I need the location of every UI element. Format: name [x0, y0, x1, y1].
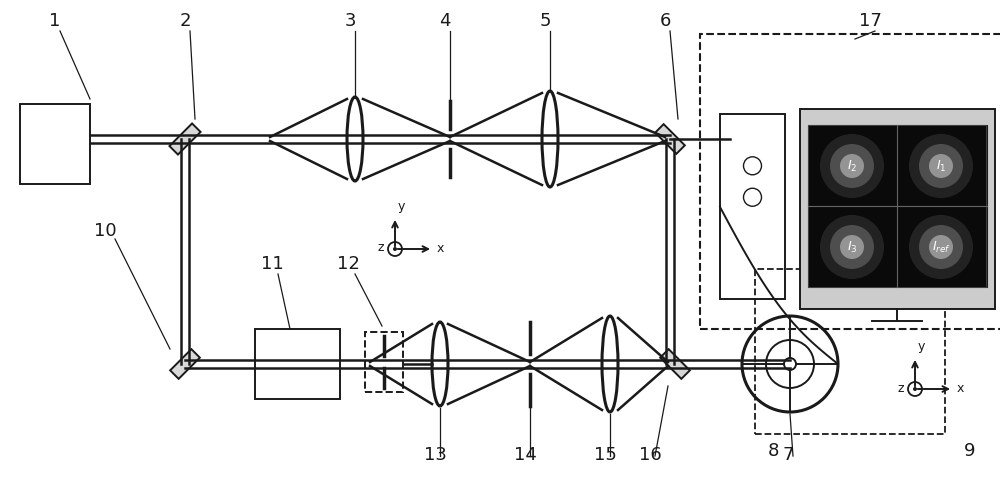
- Circle shape: [909, 134, 973, 198]
- Text: z: z: [378, 242, 384, 254]
- Circle shape: [830, 225, 874, 269]
- Text: 5: 5: [539, 12, 551, 30]
- Circle shape: [919, 144, 963, 188]
- Text: z: z: [898, 381, 904, 395]
- Text: 16: 16: [639, 446, 661, 464]
- Text: y: y: [398, 200, 405, 213]
- Text: x: x: [437, 243, 444, 255]
- Bar: [808, 206, 897, 287]
- Circle shape: [393, 247, 397, 251]
- Text: x: x: [957, 382, 964, 396]
- Text: 17: 17: [859, 12, 881, 30]
- Bar: [700, 34, 1000, 329]
- Bar: [800, 109, 995, 309]
- Text: $I_{ref}$: $I_{ref}$: [932, 240, 950, 254]
- Circle shape: [913, 387, 917, 391]
- Bar: [365, 332, 403, 392]
- Text: $I_2$: $I_2$: [847, 159, 857, 173]
- Bar: [808, 125, 897, 206]
- Text: 13: 13: [424, 446, 446, 464]
- Text: y: y: [918, 340, 925, 353]
- Bar: [255, 329, 340, 399]
- Circle shape: [840, 235, 864, 259]
- Circle shape: [830, 144, 874, 188]
- Text: 7: 7: [782, 446, 794, 464]
- Polygon shape: [660, 349, 690, 379]
- Bar: [897, 125, 986, 206]
- Text: $I_1$: $I_1$: [936, 159, 946, 173]
- Text: 10: 10: [94, 222, 116, 240]
- Circle shape: [919, 225, 963, 269]
- Circle shape: [820, 215, 884, 279]
- Circle shape: [909, 215, 973, 279]
- Text: 6: 6: [659, 12, 671, 30]
- Text: 9: 9: [964, 442, 976, 460]
- Bar: [897, 206, 986, 287]
- Polygon shape: [655, 124, 685, 154]
- Text: 14: 14: [514, 446, 536, 464]
- Circle shape: [840, 154, 864, 178]
- Text: 1: 1: [49, 12, 61, 30]
- Bar: [20, 104, 90, 184]
- Bar: [808, 125, 987, 287]
- Text: 11: 11: [261, 255, 283, 273]
- Bar: [720, 114, 785, 299]
- Text: 12: 12: [337, 255, 359, 273]
- Polygon shape: [170, 349, 200, 379]
- Bar: [755, 269, 945, 434]
- Circle shape: [820, 134, 884, 198]
- Text: 8: 8: [767, 442, 779, 460]
- Text: $I_3$: $I_3$: [847, 240, 857, 254]
- Text: 3: 3: [344, 12, 356, 30]
- Polygon shape: [169, 124, 201, 155]
- Text: 4: 4: [439, 12, 451, 30]
- Text: 15: 15: [594, 446, 616, 464]
- Circle shape: [929, 154, 953, 178]
- Circle shape: [929, 235, 953, 259]
- Text: 2: 2: [179, 12, 191, 30]
